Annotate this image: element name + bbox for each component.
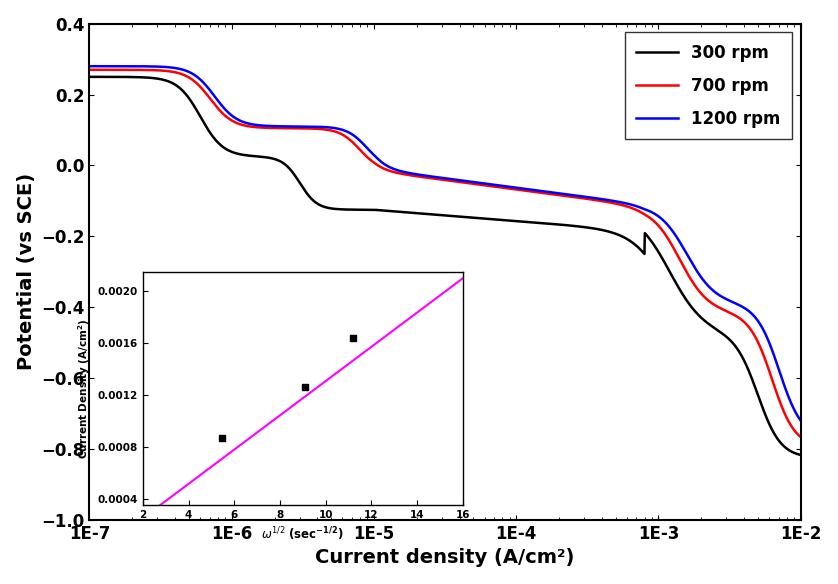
1200 rpm	[775, 370, 785, 377]
1200 rpm	[774, 369, 784, 376]
Line: 300 rpm: 300 rpm	[90, 77, 800, 455]
300 rpm	[411, 210, 422, 217]
700 rpm	[411, 173, 422, 180]
700 rpm	[430, 175, 440, 182]
Line: 1200 rpm: 1200 rpm	[90, 66, 800, 420]
700 rpm	[774, 398, 784, 405]
Line: 700 rpm: 700 rpm	[90, 69, 800, 437]
300 rpm	[644, 235, 654, 242]
300 rpm	[795, 451, 805, 458]
1200 rpm	[795, 417, 805, 424]
700 rpm	[85, 66, 95, 73]
1200 rpm	[411, 171, 422, 178]
700 rpm	[775, 398, 785, 405]
300 rpm	[775, 439, 785, 446]
Legend: 300 rpm, 700 rpm, 1200 rpm: 300 rpm, 700 rpm, 1200 rpm	[624, 32, 792, 140]
300 rpm	[430, 211, 440, 218]
1200 rpm	[644, 207, 654, 214]
300 rpm	[85, 74, 95, 81]
300 rpm	[774, 438, 784, 445]
700 rpm	[795, 433, 805, 440]
1200 rpm	[430, 173, 440, 180]
X-axis label: Current density (A/cm²): Current density (A/cm²)	[315, 548, 575, 567]
Y-axis label: Potential (vs SCE): Potential (vs SCE)	[17, 173, 36, 370]
1200 rpm	[121, 62, 131, 69]
300 rpm	[121, 74, 131, 81]
1200 rpm	[85, 62, 95, 69]
700 rpm	[644, 214, 654, 221]
700 rpm	[121, 66, 131, 73]
